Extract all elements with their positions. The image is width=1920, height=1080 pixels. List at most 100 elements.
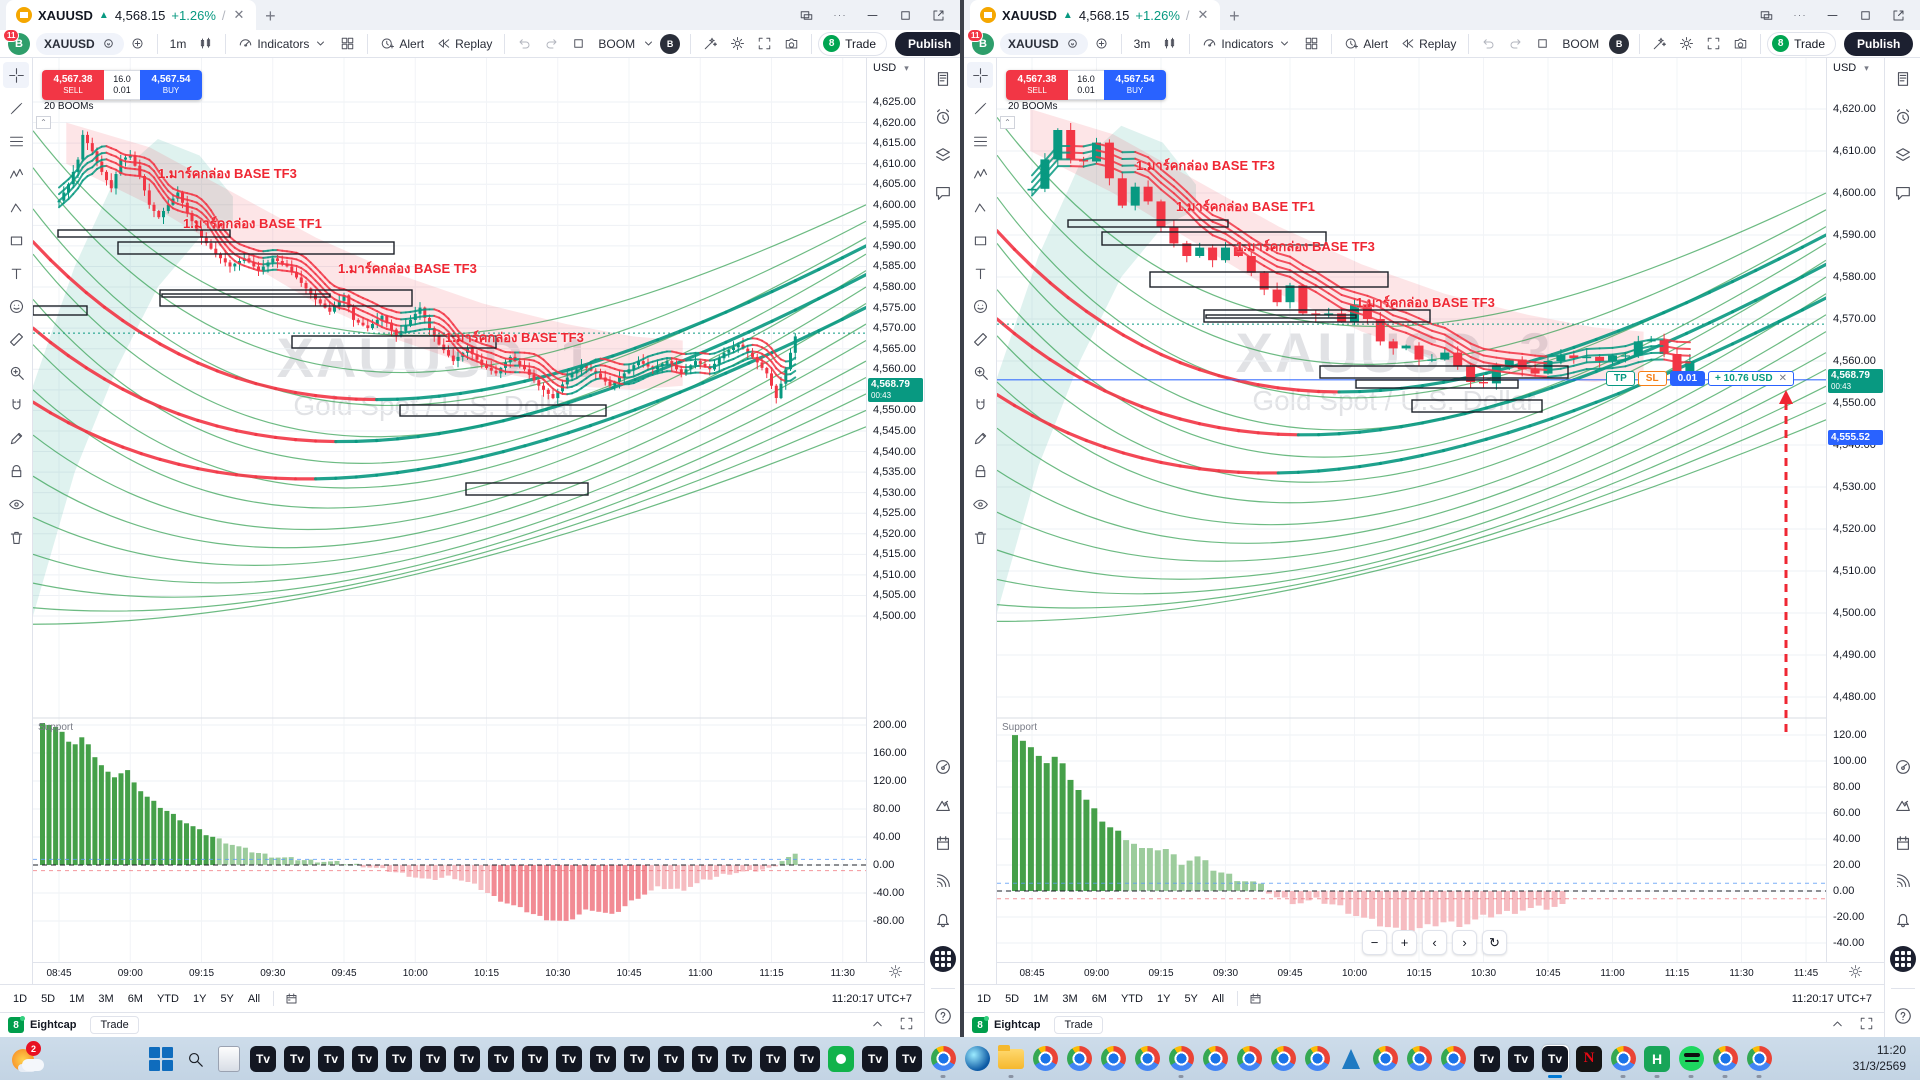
chrome-taskbar-icon[interactable] <box>1712 1045 1739 1078</box>
time-axis-settings[interactable] <box>1826 962 1884 984</box>
panel-collapse-icon[interactable] <box>1830 1016 1845 1034</box>
chrome-taskbar-icon[interactable] <box>1406 1045 1433 1072</box>
notifications-bell-icon[interactable] <box>1892 908 1914 930</box>
streams-icon[interactable] <box>1892 870 1914 892</box>
multi-monitor-icon[interactable] <box>1759 8 1774 23</box>
close-tab-icon[interactable]: ✕ <box>1197 7 1209 22</box>
chrome-taskbar-icon[interactable] <box>1066 1045 1093 1072</box>
watchlist-icon[interactable] <box>932 68 954 90</box>
maximize-button[interactable] <box>1858 8 1873 23</box>
start-taskbar-icon[interactable] <box>148 1045 175 1072</box>
tv-taskbar-icon[interactable]: Tv <box>760 1045 787 1072</box>
sell-button[interactable]: 4,567.38 SELL <box>1006 70 1068 100</box>
layout-owner-avatar[interactable]: B <box>1609 33 1630 54</box>
trend-line-tool-icon[interactable] <box>967 95 993 121</box>
symbol-search-button[interactable]: XAUUSD <box>1000 32 1088 55</box>
snapshot-camera-icon[interactable] <box>778 32 805 56</box>
range-6m[interactable]: 6M <box>1091 992 1107 1005</box>
chart-annotation-label[interactable]: 1.มาร์คกล่อง BASE TF3 <box>1236 239 1375 254</box>
position-pnl-badge[interactable]: + 10.76 USD ✕ <box>1708 371 1794 386</box>
chrome-taskbar-icon[interactable] <box>1202 1045 1229 1072</box>
tv-taskbar-icon[interactable]: Tv <box>284 1045 311 1072</box>
object-tree-icon[interactable] <box>1892 144 1914 166</box>
tv-taskbar-icon[interactable]: Tv <box>420 1045 447 1072</box>
range-1y[interactable]: 1Y <box>192 992 207 1005</box>
save-layout-icon[interactable] <box>565 32 592 56</box>
clock-utc-label[interactable]: 11:20:17 UTC+7 <box>831 992 912 1005</box>
clock-utc-label[interactable]: 11:20:17 UTC+7 <box>1791 992 1872 1005</box>
object-tree-icon[interactable] <box>932 144 954 166</box>
projection-tool-icon[interactable] <box>967 194 993 220</box>
layout-owner-avatar[interactable]: B <box>660 33 681 54</box>
range-1m[interactable]: 1M <box>1033 992 1049 1005</box>
taskbar-clock[interactable]: 11:20 31/3/2569 <box>1853 1042 1906 1074</box>
range-all[interactable]: All <box>1211 992 1225 1005</box>
buy-sell-widget[interactable]: 4,567.38 SELL 16.0 0.01 4,567.54 BUY <box>42 70 202 100</box>
screener-icon[interactable] <box>932 756 954 778</box>
streams-icon[interactable] <box>932 870 954 892</box>
price-axis[interactable]: USD ▾ 4,568.79 00:43 4,625.00 4,620.00 4,6… <box>866 58 924 1037</box>
symbol-search-button[interactable]: XAUUSD <box>36 32 124 55</box>
remove-tool-icon[interactable] <box>967 524 993 550</box>
range-all[interactable]: All <box>247 992 261 1005</box>
layout-name-button[interactable]: BOOM <box>1562 36 1600 51</box>
emoji-tool-icon[interactable] <box>3 293 29 319</box>
crosshair-tool-icon[interactable] <box>3 62 29 88</box>
spread-lot-box[interactable]: 16.0 0.01 <box>1068 70 1104 100</box>
tv-taskbar-icon[interactable]: Tv <box>590 1045 617 1072</box>
chrome-taskbar-icon[interactable] <box>1372 1045 1399 1072</box>
titlebar[interactable]: XAUUSD ▲ 4,568.15 +1.26% / ✕ + <box>964 0 1920 30</box>
weather-widget[interactable]: 2 <box>10 1041 50 1076</box>
alert-button[interactable]: Alert <box>1338 32 1394 56</box>
chart-annotation-label[interactable]: 1.มาร์คกล่อง BASE TF3 <box>1356 295 1495 310</box>
zoom-out-button[interactable]: − <box>1362 930 1387 955</box>
axis-currency-label[interactable]: USD <box>1833 62 1857 74</box>
pine-icon[interactable] <box>932 794 954 816</box>
emoji-tool-icon[interactable] <box>967 293 993 319</box>
range-1d[interactable]: 1D <box>13 992 28 1005</box>
ruler-tool-icon[interactable] <box>3 326 29 352</box>
range-ytd[interactable]: YTD <box>156 992 179 1005</box>
chart-annotation-label[interactable]: 1.มาร์คกล่อง BASE TF3 <box>158 166 297 181</box>
chrome-taskbar-icon[interactable] <box>1304 1045 1331 1072</box>
chrome-taskbar-icon[interactable] <box>1100 1045 1127 1072</box>
edge-taskbar-icon[interactable] <box>964 1045 991 1072</box>
redo-button[interactable] <box>538 32 565 56</box>
chrome-taskbar-icon[interactable] <box>1746 1045 1773 1078</box>
tv-taskbar-icon[interactable]: Tv <box>556 1045 583 1072</box>
tv-taskbar-icon[interactable]: Tv <box>692 1045 719 1072</box>
chrome-taskbar-icon[interactable] <box>1270 1045 1297 1072</box>
tv-taskbar-icon[interactable]: Tv <box>862 1045 889 1072</box>
layout-name-button[interactable]: BOOM <box>598 36 636 51</box>
undo-button[interactable] <box>511 32 538 56</box>
fib-tool-icon[interactable] <box>3 128 29 154</box>
time-axis[interactable]: 08:45 09:00 09:15 09:30 09:45 10:00 10:15 10:30… <box>33 962 866 984</box>
notepad-taskbar-icon[interactable] <box>216 1045 243 1072</box>
chart-annotation-label[interactable]: 1.มาร์คกล่อง BASE TF3 <box>338 261 477 276</box>
tv-taskbar-icon[interactable]: Tv <box>318 1045 345 1072</box>
fib-tool-icon[interactable] <box>967 128 993 154</box>
buy-sell-widget[interactable]: 4,567.38 SELL 16.0 0.01 4,567.54 BUY <box>1006 70 1166 100</box>
alert-button[interactable]: Alert <box>374 32 430 56</box>
search-taskbar-icon[interactable] <box>182 1045 209 1072</box>
multi-monitor-icon[interactable] <box>799 8 814 23</box>
magnet-tool-icon[interactable] <box>967 392 993 418</box>
time-axis[interactable]: 08:45 09:00 09:15 09:30 09:45 10:00 10:15 10:30… <box>997 962 1826 984</box>
help-icon[interactable] <box>1892 1005 1914 1027</box>
notifications-bell-icon[interactable] <box>932 908 954 930</box>
tv-taskbar-icon[interactable]: Tv <box>726 1045 753 1072</box>
draw-tool-icon[interactable] <box>3 425 29 451</box>
more-options-icon[interactable] <box>832 8 847 23</box>
chart-style-icon[interactable] <box>1156 32 1183 56</box>
shapes-tool-icon[interactable] <box>3 227 29 253</box>
spotify-taskbar-icon[interactable] <box>1678 1045 1705 1078</box>
chart-annotation-label[interactable]: 1.มาร์คกล่อง BASE TF3 <box>445 330 584 345</box>
pattern-tool-icon[interactable] <box>967 161 993 187</box>
help-icon[interactable] <box>932 1005 954 1027</box>
stop-loss-pill[interactable]: SL <box>1637 371 1667 386</box>
range-3m[interactable]: 3M <box>1062 992 1078 1005</box>
close-tab-icon[interactable]: ✕ <box>233 7 245 22</box>
collapse-widget-button[interactable]: ⌃ <box>36 116 51 129</box>
compare-button[interactable] <box>1088 32 1115 56</box>
interval-button[interactable]: 1m <box>169 36 187 51</box>
